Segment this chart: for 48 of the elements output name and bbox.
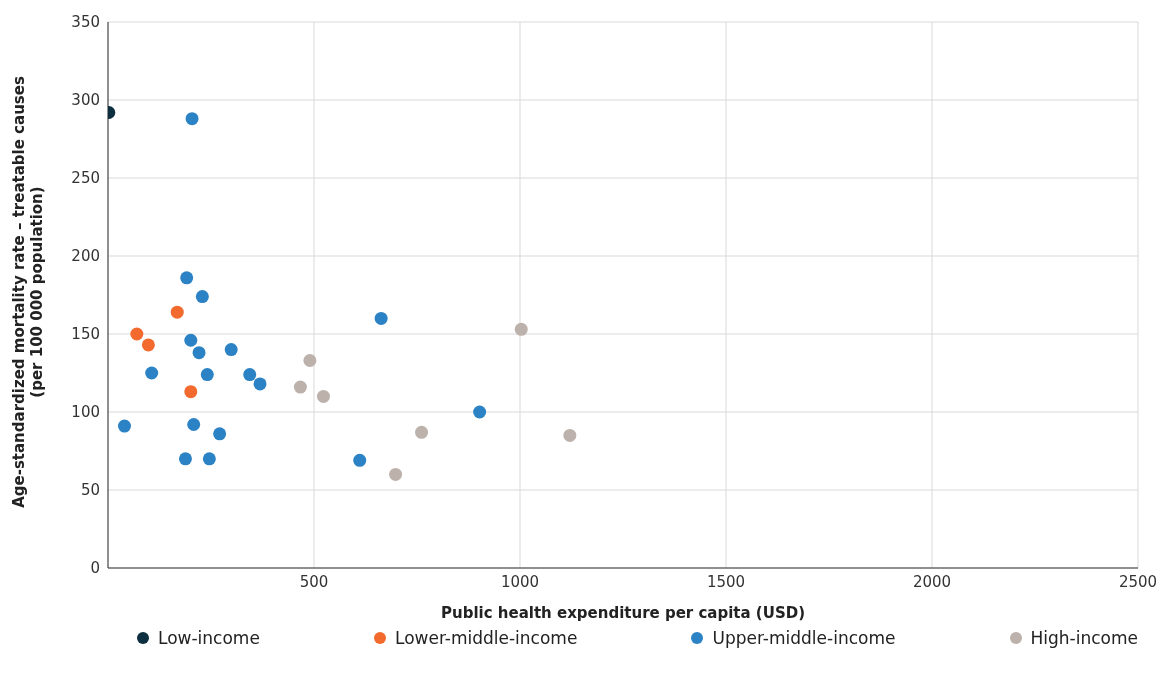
x-axis-title: Public health expenditure per capita (USD) <box>440 604 806 622</box>
point <box>187 417 201 431</box>
point <box>130 327 144 341</box>
point <box>224 343 238 357</box>
point <box>415 425 429 439</box>
legend-label: Low-income <box>158 628 260 648</box>
point <box>293 380 307 394</box>
legend-label: Upper-middle-income <box>712 628 896 648</box>
point <box>389 467 403 481</box>
x-tick-label: 1500 <box>706 572 746 591</box>
point <box>316 389 330 403</box>
y-tick-label: 300 <box>71 91 100 110</box>
x-tick-label: 2000 <box>912 572 952 591</box>
point <box>563 428 577 442</box>
point <box>145 366 159 380</box>
x-tick-label: 500 <box>299 572 329 591</box>
legend-label: Lower-middle-income <box>394 628 578 648</box>
point <box>213 427 227 441</box>
point <box>200 368 214 382</box>
point <box>202 452 216 466</box>
point <box>170 305 184 319</box>
point <box>303 354 317 368</box>
point <box>178 452 192 466</box>
point <box>253 377 267 391</box>
point <box>141 338 155 352</box>
y-tick-label: 200 <box>71 247 100 266</box>
point <box>514 322 528 336</box>
y-tick-label: 0 <box>90 559 100 578</box>
y-tick-label: 100 <box>71 403 100 422</box>
legend-label: High-income <box>1030 628 1138 648</box>
point <box>184 333 198 347</box>
y-tick-label: 150 <box>71 325 100 344</box>
point <box>195 290 209 304</box>
point <box>184 385 198 399</box>
point <box>374 311 388 325</box>
x-tick-label: 2500 <box>1118 572 1158 591</box>
point <box>473 405 487 419</box>
y-axis-title: Age-standardized mortality rate – treatable causes (per 100 000 population) <box>10 76 46 508</box>
y-tick-label: 250 <box>71 169 100 188</box>
point <box>117 419 131 433</box>
point <box>192 346 206 360</box>
x-tick-label: 1000 <box>500 572 540 591</box>
point <box>353 453 367 467</box>
point <box>180 271 194 285</box>
y-tick-label: 350 <box>71 13 100 32</box>
point <box>243 368 257 382</box>
point <box>185 112 199 126</box>
y-tick-label: 50 <box>80 481 100 500</box>
